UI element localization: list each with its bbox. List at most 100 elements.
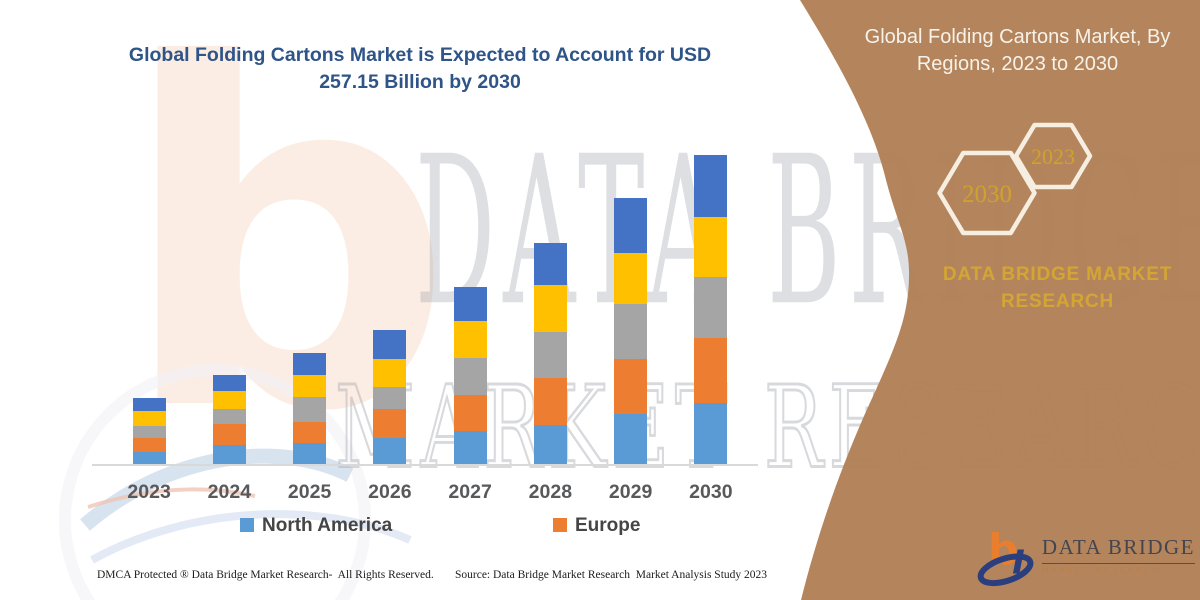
stacked-bar-2030 [694, 155, 728, 464]
x-axis-line [92, 464, 758, 466]
bar-segment [212, 375, 246, 391]
stacked-bar-2028 [533, 243, 567, 464]
logo-b-glyph: b [988, 525, 1018, 575]
hexagon-2023-label: 2023 [1031, 144, 1075, 169]
red-swoosh-decor [87, 487, 256, 509]
bar-segment [293, 353, 327, 375]
bar-segment [453, 395, 487, 431]
chart-title-line2: 257.15 Billion by 2030 [319, 71, 521, 93]
hexagon-2030-label: 2030 [962, 181, 1012, 208]
logo-text: DATA BRIDGE MARKET RESEARCH [1041, 535, 1195, 575]
side-heading-line2: Regions, 2023 to 2030 [916, 53, 1119, 75]
legend-label-north-america: North America [262, 515, 393, 536]
legend-item-north-america: North America [240, 515, 392, 537]
bar-slot-2027 [430, 134, 510, 464]
bar-segment [614, 414, 648, 464]
stacked-bar-2027 [453, 287, 487, 464]
x-axis-label-2026: 2026 [368, 481, 412, 503]
data-bridge-logo-icon: b [977, 525, 1034, 587]
bar-segment [132, 411, 166, 426]
bar-segment [132, 438, 166, 452]
logo-wordmark: DATA BRIDGE [1041, 535, 1195, 564]
bar-segment [212, 424, 246, 445]
stacked-bar-2023 [132, 398, 166, 464]
bar-segment [694, 277, 728, 339]
bar-segment [373, 409, 407, 439]
bar-segment [212, 445, 246, 464]
bar-segment [453, 431, 487, 464]
x-axis-label-2028: 2028 [528, 481, 573, 503]
bar-segment [132, 398, 166, 411]
logo-d-stem [1012, 549, 1025, 574]
x-axis-label-2030: 2030 [689, 481, 733, 503]
source-note: Source: Data Bridge Market Research Mark… [455, 569, 768, 581]
bar-segment [694, 217, 728, 278]
dmca-note: DMCA Protected ® Data Bridge Market Rese… [97, 569, 434, 581]
bar-segment [533, 332, 567, 379]
bar-segment [132, 452, 166, 464]
bar-segment [614, 253, 648, 305]
bar-segment [694, 155, 728, 218]
bar-slot-2028 [510, 134, 590, 464]
bar-segment [614, 198, 648, 254]
bar-segment [453, 287, 487, 321]
bar-segment [293, 443, 327, 464]
bar-segment [373, 359, 407, 388]
bar-segment [212, 391, 246, 409]
bar-segment [132, 426, 166, 438]
bar-slot-2025 [270, 134, 350, 464]
bar-segment [533, 425, 567, 464]
hexagon-badges: 2030 2023 [937, 122, 1093, 236]
bar-chart [109, 134, 751, 464]
x-axis-label-2025: 2025 [287, 481, 332, 503]
logo-tagline: MARKET RESEARCH [1041, 566, 1161, 575]
bar-slot-2023 [109, 134, 189, 464]
x-axis-label-2027: 2027 [448, 481, 492, 503]
bar-segment [293, 422, 327, 443]
legend-label-europe: Europe [575, 515, 641, 536]
bar-slot-2024 [189, 134, 269, 464]
bar-segment [373, 387, 407, 410]
brand-text-line2: RESEARCH [1000, 291, 1115, 312]
hexagon-2030 [937, 150, 1037, 236]
legend-swatch-north-america [240, 518, 254, 532]
bar-segment [694, 338, 728, 403]
hexagon-2023 [1013, 122, 1093, 190]
bar-slot-2029 [591, 134, 671, 464]
bar-segment [212, 409, 246, 424]
stacked-bar-2025 [293, 353, 327, 464]
x-axis-label-2029: 2029 [608, 481, 653, 503]
blue-swoosh-echo-decor [90, 510, 412, 564]
brand-text: DATA BRIDGE MARKET RESEARCH [930, 261, 1185, 315]
chart-title: Global Folding Cartons Market is Expecte… [105, 42, 735, 96]
bar-segment [694, 403, 728, 464]
brand-text-line1: DATA BRIDGE MARKET [942, 264, 1173, 285]
x-axis-label-2024: 2024 [207, 481, 252, 503]
bar-segment [373, 438, 407, 464]
bar-segment [293, 375, 327, 397]
x-axis-label-2023: 2023 [127, 481, 171, 503]
bar-segment [453, 321, 487, 358]
bar-segment [614, 304, 648, 360]
stacked-bar-2029 [614, 198, 648, 464]
bar-segment [373, 330, 407, 360]
legend-swatch-europe [553, 518, 567, 532]
logo-swoosh-ellipse [977, 553, 1034, 587]
bar-segment [533, 285, 567, 333]
data-bridge-logo: b DATA BRIDGE MARKET RESEARCH [975, 518, 1195, 592]
bar-segment [614, 359, 648, 415]
x-axis-labels: 2023 2024 2025 2026 2027 2028 2029 2030 [109, 481, 751, 504]
bar-segment [533, 378, 567, 425]
chart-title-line1: Global Folding Cartons Market is Expecte… [128, 44, 712, 66]
bar-segment [293, 397, 327, 422]
bar-slot-2026 [350, 134, 430, 464]
side-heading-line1: Global Folding Cartons Market, By [864, 26, 1171, 48]
stacked-bar-2024 [212, 375, 246, 464]
stacked-bar-2026 [373, 330, 407, 464]
faint-ring-decor [59, 364, 371, 600]
bar-segment [533, 243, 567, 286]
legend-item-europe: Europe [553, 515, 640, 537]
brown-panel-shape [800, 0, 1200, 600]
